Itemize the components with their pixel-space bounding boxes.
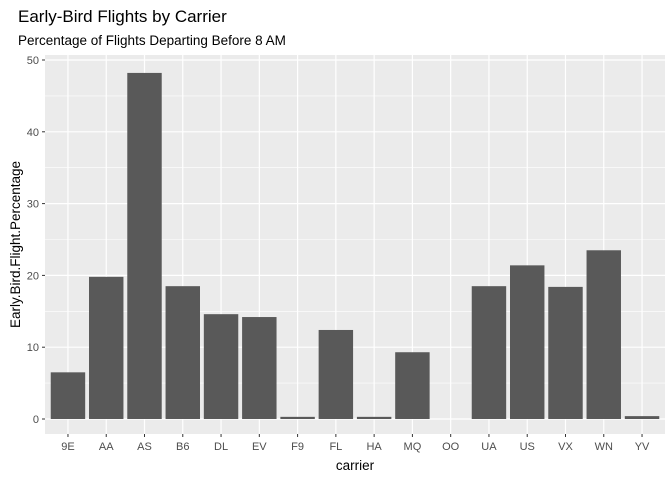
x-tick-label: WN (595, 441, 613, 453)
x-tick-label: HA (366, 441, 382, 453)
x-tick-label: MQ (404, 441, 422, 453)
bar-dl (203, 314, 239, 419)
bar-wn (586, 250, 621, 419)
chart-title: Early-Bird Flights by Carrier (18, 7, 227, 26)
y-tick-label: 30 (27, 199, 39, 211)
x-axis-title: carrier (336, 458, 375, 473)
x-tick-label: AS (137, 441, 152, 453)
x-tick-label: FL (329, 441, 342, 453)
bar-ha (356, 416, 392, 419)
x-tick-label: AA (99, 441, 114, 453)
y-axis-title: Early.Bird.Flight.Percentage (8, 161, 23, 328)
x-tick-label: YV (635, 441, 650, 453)
x-tick-label: EV (252, 441, 267, 453)
bar-vx (548, 286, 583, 419)
bar-fl (318, 329, 354, 419)
bar-ua (471, 286, 507, 419)
y-axis-ticks: 0 10 20 30 40 50 (27, 55, 45, 426)
bar-us (510, 265, 545, 419)
bar-ev (242, 317, 277, 419)
x-axis-ticks: 9E AA AS B6 DL EV F9 FL HA MQ OO UA US VX WN YV (61, 434, 650, 453)
y-tick-label: 10 (27, 342, 39, 354)
y-tick-label: 40 (27, 127, 39, 139)
bar-b6 (165, 286, 200, 419)
y-tick-label: 0 (33, 414, 39, 426)
bar-9e (50, 372, 86, 419)
bar-yv (624, 416, 660, 419)
bar-as (127, 72, 162, 420)
bar-mq (395, 352, 430, 419)
bar-f9 (280, 416, 315, 419)
x-tick-label: UA (481, 441, 497, 453)
x-tick-label: US (520, 441, 535, 453)
y-tick-label: 20 (27, 270, 39, 282)
bar-aa (89, 276, 124, 419)
y-tick-label: 50 (27, 55, 39, 67)
x-tick-label: VX (558, 441, 573, 453)
x-tick-label: OO (442, 441, 460, 453)
bars (50, 72, 660, 420)
x-tick-label: F9 (291, 441, 304, 453)
x-tick-label: DL (214, 441, 228, 453)
x-tick-label: 9E (61, 441, 74, 453)
chart-subtitle: Percentage of Flights Departing Before 8… (18, 33, 286, 48)
x-tick-label: B6 (176, 441, 189, 453)
